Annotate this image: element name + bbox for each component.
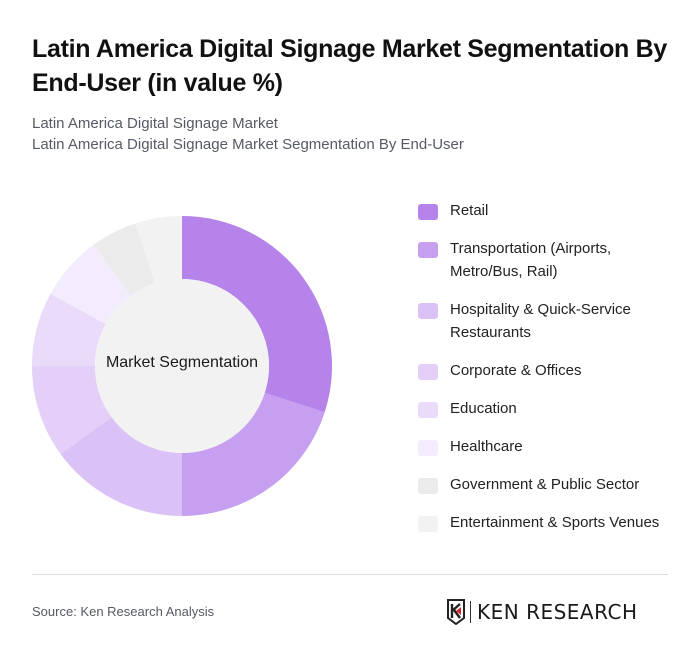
legend-swatch-icon	[418, 440, 438, 456]
donut-segment-entertainment-sports-venues[interactable]	[135, 216, 182, 284]
donut-chart	[32, 216, 332, 516]
ken-research-logo: KEN RESEARCH	[446, 598, 638, 626]
legend-label: Government & Public Sector	[450, 476, 640, 493]
legend-item[interactable]: Hospitality & Quick-Service Restaurants	[418, 298, 688, 344]
donut-segment-retail[interactable]	[182, 216, 332, 413]
legend-item[interactable]: Corporate & Offices	[418, 359, 688, 382]
ken-research-logo-icon	[447, 599, 465, 625]
donut-segment-transportation-airports-metro-bus-rail[interactable]	[182, 392, 325, 516]
donut-segment-government-public-sector[interactable]	[93, 223, 156, 296]
legend-label: Transportation (Airports, Metro/Bus, Rai…	[450, 240, 612, 280]
donut-segment-education[interactable]	[32, 293, 106, 366]
footer-divider	[32, 574, 668, 575]
chart-subtitle: Latin America Digital Signage Market Lat…	[32, 113, 464, 155]
source-note: Source: Ken Research Analysis	[32, 604, 215, 619]
legend-item[interactable]: Education	[418, 397, 688, 420]
legend-item[interactable]: Government & Public Sector	[418, 473, 688, 496]
legend-label: Education	[450, 400, 517, 417]
logo-text: KEN RESEARCH	[477, 600, 638, 624]
subtitle-line-2: Latin America Digital Signage Market Seg…	[32, 136, 464, 153]
logo-separator	[470, 601, 471, 623]
subtitle-line-1: Latin America Digital Signage Market	[32, 115, 278, 132]
legend-swatch-icon	[418, 204, 438, 220]
legend-item[interactable]: Healthcare	[418, 435, 688, 458]
legend-label: Corporate & Offices	[450, 362, 582, 379]
donut-segment-hospitality-quick-service-restaurants[interactable]	[60, 417, 182, 516]
legend-swatch-icon	[418, 478, 438, 494]
legend-swatch-icon	[418, 303, 438, 319]
legend-item[interactable]: Retail	[418, 199, 688, 222]
donut-segment-healthcare[interactable]	[50, 244, 131, 325]
chart-title: Latin America Digital Signage Market Seg…	[32, 35, 668, 97]
chart-legend: Retail Transportation (Airports, Metro/Bu…	[418, 199, 688, 549]
legend-label: Retail	[450, 202, 489, 219]
legend-swatch-icon	[418, 402, 438, 418]
legend-item[interactable]: Transportation (Airports, Metro/Bus, Rai…	[418, 237, 688, 283]
legend-label: Entertainment & Sports Venues	[450, 514, 660, 531]
donut-hole	[95, 279, 269, 453]
legend-swatch-icon	[418, 516, 438, 532]
legend-swatch-icon	[418, 364, 438, 380]
donut-center-label: Market Segmentation	[105, 354, 259, 371]
legend-swatch-icon	[418, 242, 438, 258]
legend-label: Healthcare	[450, 438, 523, 455]
legend-label: Hospitality & Quick-Service Restaurants	[450, 301, 631, 341]
legend-item[interactable]: Entertainment & Sports Venues	[418, 511, 688, 534]
donut-segment-corporate-offices[interactable]	[32, 366, 112, 455]
